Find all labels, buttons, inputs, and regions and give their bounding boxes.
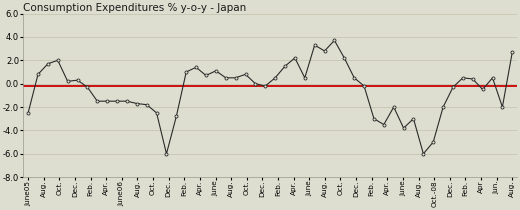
Text: Consumption Expenditures % y-o-y - Japan: Consumption Expenditures % y-o-y - Japan — [23, 3, 246, 13]
